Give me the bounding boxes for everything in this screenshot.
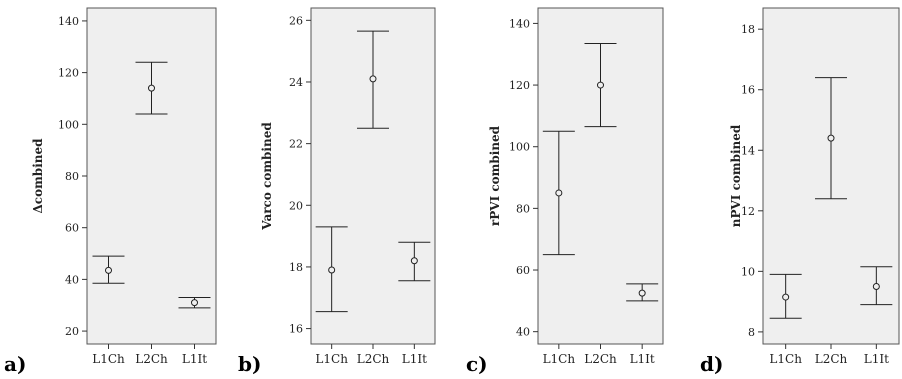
panel-1-mean-point-L1Ch: [105, 266, 112, 274]
panel-2-y-tick-label: 16: [289, 323, 303, 336]
panel-3-y-axis-label: rPVI combined: [488, 125, 502, 226]
panel-4-mean-point-L2Ch: [827, 134, 835, 142]
panel-3-mean-point-L1It: [638, 289, 646, 297]
panel-4-y-tick-label: 18: [741, 23, 755, 36]
panel-1-y-tick-label: 60: [65, 222, 79, 235]
panel-4-y-axis-label: nPVI combined: [729, 124, 743, 227]
panel-3-x-tick-label: L1It: [630, 352, 655, 366]
panel-3-y-tick-label: 120: [509, 79, 530, 92]
panel-2-mean-point-L1Ch: [328, 266, 336, 274]
panel-1-y-tick-label: 40: [65, 273, 79, 286]
panel-1-y-axis-label: Δcombined: [31, 138, 45, 214]
panel-3-panel-label: c): [466, 352, 488, 375]
panel-1-x-tick-label: L1It: [182, 352, 207, 366]
panel-1-y-tick-label: 120: [58, 67, 79, 80]
panel-2-y-tick-label: 26: [289, 14, 303, 27]
panel-1-x-tick-label: L2Ch: [135, 352, 168, 366]
panel-4-y-tick-label: 16: [741, 84, 755, 97]
panel-4-y-tick-label: 10: [741, 265, 755, 278]
panel-2-y-tick-label: 18: [289, 261, 303, 274]
panel-4-panel-label: d): [700, 352, 723, 375]
panel-1-x-tick-label: L1Ch: [92, 352, 125, 366]
panel-1-y-tick-label: 100: [58, 118, 79, 131]
panel-1-y-tick-label: 140: [58, 15, 79, 28]
panel-1-y-tick-label: 80: [65, 170, 79, 183]
panel-3-x-tick-label: L1Ch: [543, 352, 576, 366]
panel-2-x-tick-label: L2Ch: [357, 352, 390, 366]
panel-3-y-tick-label: 40: [516, 326, 530, 339]
panel-3-mean-point-L2Ch: [597, 81, 604, 89]
panel-4-y-tick-label: 14: [741, 144, 755, 157]
panel-4-y-tick-label: 12: [741, 205, 755, 218]
panel-4-mean-point-L1Ch: [782, 293, 790, 301]
panel-2-mean-point-L1It: [410, 257, 418, 265]
panel-3-x-tick-label: L2Ch: [584, 352, 617, 366]
panel-4-x-tick-label: L1Ch: [769, 352, 802, 366]
panel-4-mean-point-L1It: [872, 282, 880, 290]
panel-2-y-tick-label: 22: [289, 138, 303, 151]
panel-3-mean-point-L1Ch: [555, 189, 563, 197]
panel-4-y-tick-label: 8: [748, 326, 755, 339]
panel-3-y-tick-label: 60: [516, 264, 530, 277]
panel-2-x-tick-label: L1Ch: [315, 352, 348, 366]
panel-2-y-tick-label: 20: [289, 199, 303, 212]
panel-3-y-tick-label: 80: [516, 202, 530, 215]
panel-1-mean-point-L1It: [191, 299, 198, 307]
panel-2-mean-point-L2Ch: [369, 75, 377, 83]
panel-4-x-tick-label: L2Ch: [815, 352, 848, 366]
panel-1-panel-label: a): [4, 352, 26, 375]
panel-1-y-tick-label: 20: [65, 325, 79, 338]
panel-2-panel-label: b): [238, 352, 261, 375]
panel-3-y-tick-label: 140: [509, 17, 530, 30]
panel-1-plot-area: [86, 7, 217, 345]
panel-4-x-tick-label: L1It: [864, 352, 889, 366]
panel-1-mean-point-L2Ch: [148, 84, 155, 92]
panel-2-y-tick-label: 24: [289, 76, 303, 89]
panel-2-y-axis-label: Varco combined: [260, 122, 274, 231]
panel-3-y-tick-label: 100: [509, 141, 530, 154]
panel-2-x-tick-label: L1It: [402, 352, 427, 366]
